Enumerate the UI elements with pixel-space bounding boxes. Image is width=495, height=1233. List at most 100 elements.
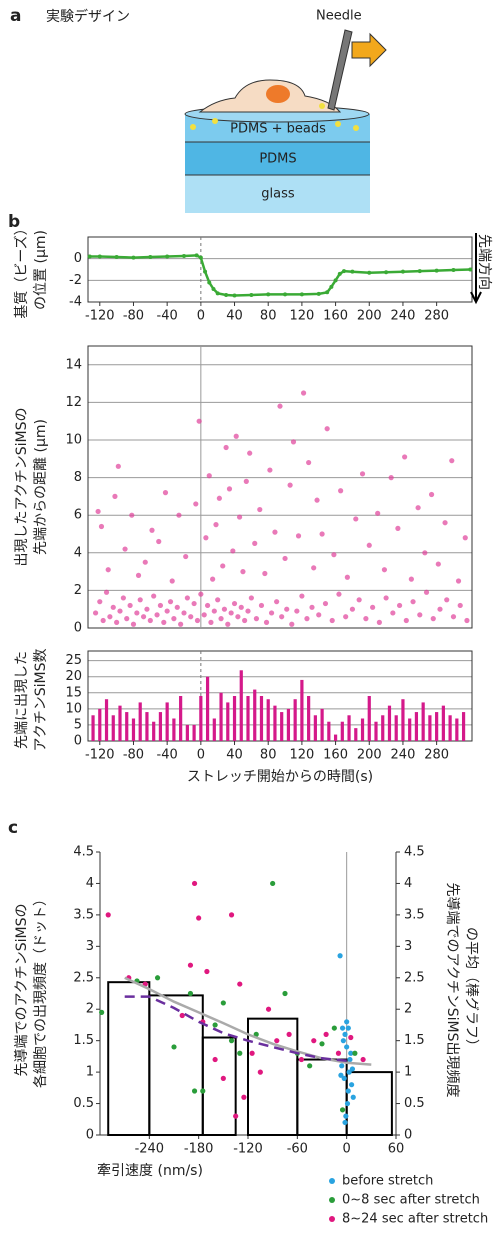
data-point bbox=[347, 1057, 352, 1062]
data-point bbox=[437, 607, 442, 612]
data-point bbox=[237, 514, 242, 519]
data-point bbox=[138, 597, 143, 602]
data-point bbox=[216, 291, 220, 295]
bar bbox=[422, 702, 425, 741]
setup-diagram: Needle PDMS + beads PDMS glass bbox=[185, 9, 386, 214]
data-point bbox=[222, 607, 227, 612]
data-point bbox=[449, 458, 454, 463]
data-point bbox=[122, 546, 127, 551]
data-point bbox=[344, 1019, 349, 1024]
bar bbox=[267, 699, 270, 741]
bar bbox=[172, 719, 175, 742]
histogram-bar bbox=[347, 1072, 392, 1135]
data-point bbox=[264, 620, 269, 625]
x-tick-label: 200 bbox=[357, 748, 382, 763]
data-point bbox=[404, 618, 409, 623]
legend-marker bbox=[329, 1197, 335, 1203]
data-point bbox=[143, 560, 148, 565]
data-point bbox=[111, 605, 116, 610]
data-point bbox=[141, 614, 146, 619]
data-point bbox=[370, 605, 375, 610]
x-tick-label: -40 bbox=[157, 748, 178, 763]
data-point bbox=[151, 593, 156, 598]
data-point bbox=[367, 271, 371, 275]
data-point bbox=[97, 599, 102, 604]
legend-marker bbox=[329, 1178, 335, 1184]
data-point bbox=[350, 1066, 355, 1071]
data-point bbox=[343, 1114, 348, 1119]
data-point bbox=[339, 1063, 344, 1068]
bar bbox=[179, 696, 182, 741]
data-point bbox=[410, 599, 415, 604]
data-point bbox=[148, 618, 153, 623]
data-point bbox=[229, 1038, 234, 1043]
data-point bbox=[431, 616, 436, 621]
y-tick-label: 4 bbox=[86, 876, 94, 891]
data-point bbox=[171, 616, 176, 621]
data-point bbox=[115, 255, 119, 259]
histogram-bar bbox=[149, 995, 202, 1135]
x-tick-label: 60 bbox=[388, 1142, 405, 1157]
bar bbox=[361, 719, 364, 742]
data-point bbox=[158, 603, 163, 608]
bar bbox=[395, 715, 398, 741]
data-point bbox=[221, 1000, 226, 1005]
data-point bbox=[198, 592, 203, 597]
data-point bbox=[311, 1038, 316, 1043]
y2-tick-label: 0.5 bbox=[404, 1096, 425, 1111]
data-point bbox=[170, 578, 175, 583]
bar bbox=[449, 715, 452, 741]
data-point bbox=[202, 612, 207, 617]
data-point bbox=[417, 612, 422, 617]
data-point bbox=[188, 614, 193, 619]
bar bbox=[334, 735, 337, 741]
data-point bbox=[199, 256, 203, 260]
histogram-bar bbox=[203, 1038, 236, 1135]
data-point bbox=[237, 1051, 242, 1056]
bar bbox=[280, 712, 283, 741]
data-point bbox=[129, 513, 134, 518]
data-point bbox=[254, 616, 259, 621]
data-point bbox=[213, 1022, 218, 1027]
data-point bbox=[245, 608, 250, 613]
y2-tick-label: 2 bbox=[404, 1002, 412, 1017]
data-point bbox=[250, 1051, 255, 1056]
data-point bbox=[350, 607, 355, 612]
data-point bbox=[104, 590, 109, 595]
data-point bbox=[203, 270, 207, 274]
data-point bbox=[207, 281, 211, 285]
y-tick-label: 0 bbox=[74, 734, 82, 749]
data-point bbox=[341, 1038, 346, 1043]
y-axis-label: 基質（ビーズ） bbox=[13, 221, 30, 318]
layer-label: PDMS bbox=[259, 152, 296, 167]
needle bbox=[328, 30, 352, 110]
x-tick-label: 160 bbox=[323, 748, 348, 763]
data-point bbox=[401, 270, 405, 274]
data-point bbox=[220, 563, 225, 568]
data-point bbox=[287, 1032, 292, 1037]
y-tick-label: 2.5 bbox=[73, 970, 94, 985]
data-point bbox=[444, 597, 449, 602]
data-point bbox=[363, 616, 368, 621]
data-point bbox=[266, 292, 270, 296]
data-point bbox=[155, 975, 160, 980]
data-point bbox=[98, 255, 102, 259]
y2-tick-label: 2.5 bbox=[404, 970, 425, 985]
data-point bbox=[156, 539, 161, 544]
y-tick-label: -2 bbox=[69, 273, 82, 288]
bar bbox=[186, 725, 189, 741]
y-tick-label: 6 bbox=[74, 508, 82, 523]
data-point bbox=[165, 255, 169, 259]
data-point bbox=[200, 1088, 205, 1093]
y-tick-label: 12 bbox=[65, 395, 82, 410]
data-point bbox=[233, 294, 237, 298]
bar bbox=[253, 690, 256, 741]
data-point bbox=[382, 567, 387, 572]
bar bbox=[442, 706, 445, 741]
data-point bbox=[262, 571, 267, 576]
data-point bbox=[338, 1073, 343, 1078]
bar bbox=[240, 670, 243, 741]
data-point bbox=[451, 268, 455, 272]
data-point bbox=[229, 610, 234, 615]
data-point bbox=[234, 434, 239, 439]
